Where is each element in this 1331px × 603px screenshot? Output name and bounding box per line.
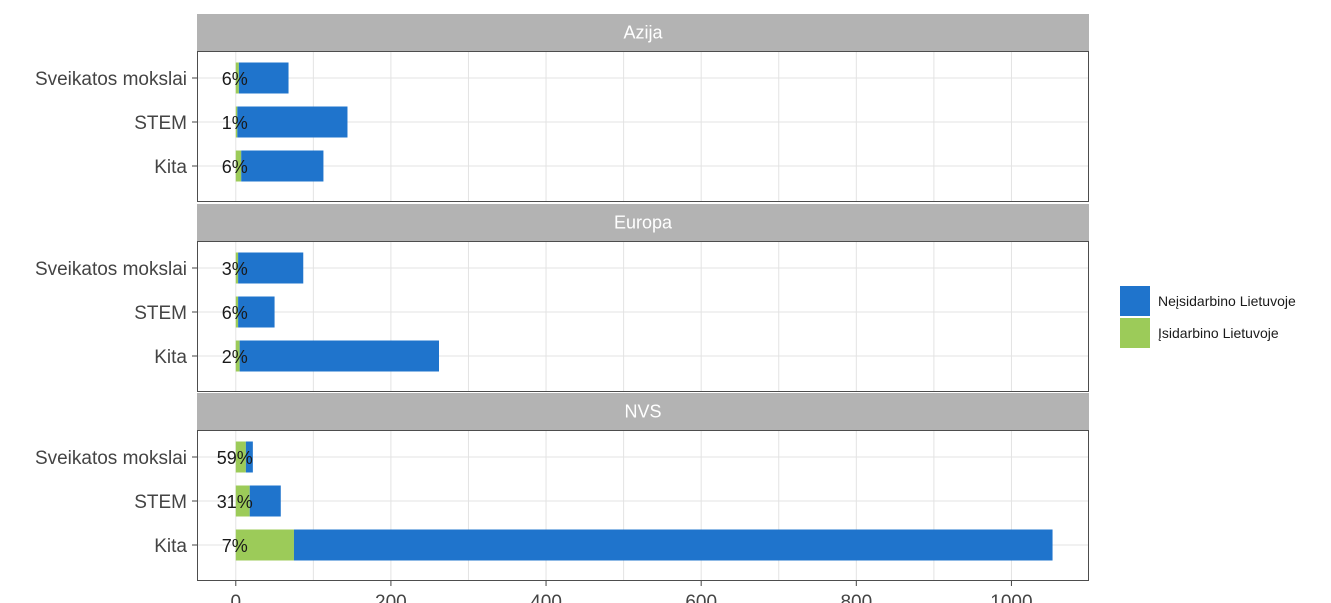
bar-neisidarbino-lietuvoje-europa-sveikatos-mokslai — [238, 252, 304, 284]
facet-strip-nvs — [197, 393, 1089, 430]
bar-isidarbino-lietuvoje-nvs-stem — [235, 485, 250, 517]
panel-border-nvs — [197, 430, 1089, 581]
bar-neisidarbino-lietuvoje-nvs-kita — [293, 529, 1053, 561]
bar-isidarbino-lietuvoje-europa-sveikatos-mokslai — [235, 252, 239, 284]
legend-swatch-neisidarbino-lietuvoje — [1120, 286, 1150, 316]
panel-border-europa — [197, 241, 1089, 392]
data-label-nvs-sveikatos-mokslai: 59% — [217, 448, 253, 468]
bar-neisidarbino-lietuvoje-europa-kita — [239, 340, 440, 372]
category-label-azija-sveikatos-mokslai: Sveikatos mokslai — [35, 69, 187, 90]
bar-isidarbino-lietuvoje-nvs-kita — [235, 529, 294, 561]
legend: Neįsidarbino Lietuvoje Įsidarbino Lietuvo… — [1120, 286, 1296, 348]
legend-label-neisidarbino-lietuvoje: Neįsidarbino Lietuvoje — [1158, 293, 1296, 309]
facet-title-azija: Azija — [623, 23, 663, 43]
category-label-europa-kita: Kita — [154, 347, 187, 368]
bar-neisidarbino-lietuvoje-nvs-sveikatos-mokslai — [245, 441, 253, 473]
bar-isidarbino-lietuvoje-europa-kita — [235, 340, 240, 372]
bar-neisidarbino-lietuvoje-azija-stem — [237, 106, 348, 138]
legend-swatch-isidarbino-lietuvoje — [1120, 318, 1150, 348]
x-tick-label: 0 — [230, 592, 241, 603]
bar-isidarbino-lietuvoje-nvs-sveikatos-mokslai — [235, 441, 246, 473]
facet-strip-europa — [197, 204, 1089, 241]
bar-isidarbino-lietuvoje-azija-kita — [235, 150, 242, 182]
data-label-nvs-kita: 7% — [222, 536, 248, 556]
category-label-europa-stem: STEM — [134, 303, 187, 324]
x-tick-label: 1000 — [990, 592, 1032, 603]
facet-panel-europa: Europa 3% Sveikatos mokslai 6% STEM 2% Kita — [35, 204, 1089, 392]
category-label-europa-sveikatos-mokslai: Sveikatos mokslai — [35, 259, 187, 280]
category-label-nvs-sveikatos-mokslai: Sveikatos mokslai — [35, 448, 187, 469]
facet-strip-azija — [197, 14, 1089, 51]
bar-isidarbino-lietuvoje-azija-sveikatos-mokslai — [235, 62, 239, 94]
data-label-europa-stem: 6% — [222, 303, 248, 323]
category-label-nvs-stem: STEM — [134, 492, 187, 513]
panel-border-azija — [197, 51, 1089, 202]
category-label-azija-stem: STEM — [134, 113, 187, 134]
data-label-europa-sveikatos-mokslai: 3% — [222, 259, 248, 279]
category-label-nvs-kita: Kita — [154, 536, 187, 557]
facet-title-europa: Europa — [614, 213, 673, 233]
x-tick-label: 600 — [685, 592, 717, 603]
data-label-azija-stem: 1% — [222, 113, 248, 133]
bar-isidarbino-lietuvoje-europa-stem — [235, 296, 239, 328]
facet-title-nvs: NVS — [624, 402, 661, 422]
x-tick-label: 200 — [375, 592, 407, 603]
x-tick-label: 400 — [530, 592, 562, 603]
data-label-azija-sveikatos-mokslai: 6% — [222, 69, 248, 89]
category-label-azija-kita: Kita — [154, 157, 187, 178]
data-label-europa-kita: 2% — [222, 347, 248, 367]
bar-neisidarbino-lietuvoje-europa-stem — [238, 296, 275, 328]
facet-panel-nvs: NVS 59% Sveikatos mokslai 31% STEM 7% Kita — [35, 393, 1089, 581]
x-tick-label: 800 — [840, 592, 872, 603]
bar-isidarbino-lietuvoje-azija-stem — [235, 106, 238, 138]
bar-neisidarbino-lietuvoje-nvs-stem — [249, 485, 281, 517]
data-label-nvs-stem: 31% — [217, 492, 253, 512]
bar-neisidarbino-lietuvoje-azija-sveikatos-mokslai — [238, 62, 289, 94]
bar-neisidarbino-lietuvoje-azija-kita — [241, 150, 324, 182]
legend-label-isidarbino-lietuvoje: Įsidarbino Lietuvoje — [1158, 325, 1279, 341]
data-label-azija-kita: 6% — [222, 157, 248, 177]
facet-panel-azija: Azija 6% Sveikatos mokslai 1% STEM 6% Kita — [35, 14, 1089, 202]
